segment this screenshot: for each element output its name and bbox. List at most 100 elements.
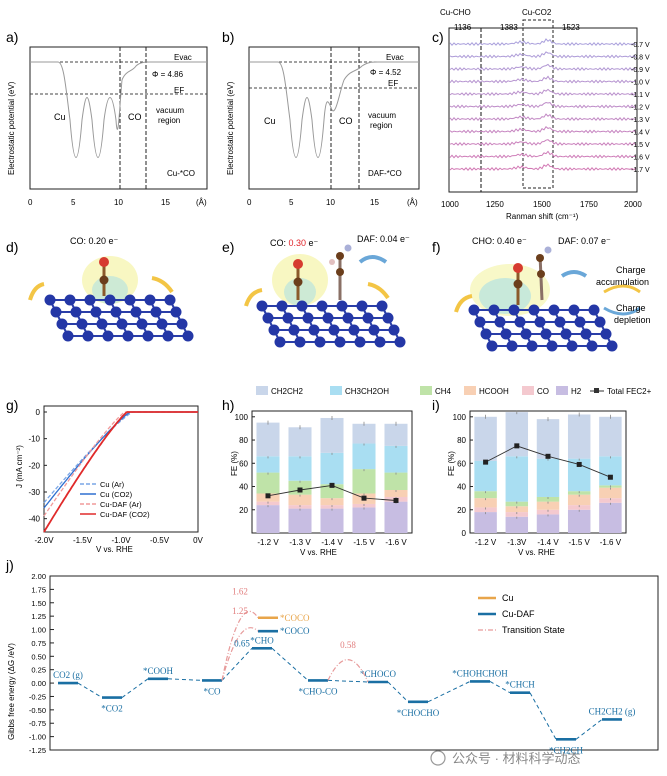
panel-j-ylabel: Gibbs free energy (ΔG /eV) — [7, 643, 16, 740]
panel-i-ytick-1: 20 — [457, 506, 466, 515]
panel-a-vac1: vacuum — [156, 106, 184, 115]
panel-f-transfer-arrow — [560, 270, 588, 278]
panel-a-xunit: (Å) — [196, 198, 207, 207]
fe-legend-swatch-2 — [420, 386, 432, 395]
cu-atom-17 — [328, 324, 340, 336]
panel-i-bar-CH4-0 — [474, 491, 497, 499]
panel-i-bar-CH2CH2-4 — [599, 416, 622, 457]
panel-j-connector-1 — [121, 678, 149, 698]
cu-atom-9 — [90, 306, 102, 318]
panel-i-bar-HCOOH-2 — [536, 501, 560, 510]
panel-h-xtick-3: -1.5 V — [353, 538, 375, 547]
cu-atom-8 — [70, 306, 82, 318]
cu-atom-22 — [294, 336, 306, 348]
raman-spectrum-6 — [449, 113, 637, 121]
panel-j-connector-6 — [387, 681, 409, 703]
panel-h-bar-CH3CH2OH-1 — [288, 456, 312, 481]
raman-potential-1: -0.8 V — [631, 55, 650, 62]
panel-j-ytick-4: 1.00 — [31, 626, 46, 635]
panel-b-cu: Cu — [264, 116, 276, 126]
panel-h-bar-CH3CH2OH-0 — [256, 456, 280, 473]
panel-j-state-label-10: *CH2CH — [549, 745, 584, 755]
panel-b: Electrostatic potential (eV) Evac Φ = 4.… — [226, 46, 420, 207]
panel-f-oxygen-atom — [513, 263, 523, 273]
cu-atom-13 — [382, 312, 394, 324]
panel-g-curves — [43, 411, 198, 533]
panel-e-cu-slab — [256, 300, 406, 348]
panel-c-xtick-1: 1250 — [486, 200, 504, 209]
raman-spectrum-8 — [449, 139, 637, 146]
raman-spectrum-9 — [449, 150, 637, 159]
panel-c-highlight-box — [522, 19, 554, 189]
panel-j-cudaf-coco-label: *COCO — [280, 626, 310, 636]
panel-h-bar-CH4-4 — [384, 472, 408, 491]
panel-label-i: i) — [432, 397, 440, 413]
panel-j-state-label-4: *CHO — [250, 635, 274, 645]
panel-j-connector-9 — [529, 692, 557, 740]
cu-atom-12 — [150, 306, 162, 318]
cu-atom-10 — [322, 312, 334, 324]
panel-h-xtick-1: -1.3 V — [289, 538, 311, 547]
raman-potential-9: -1.6 V — [631, 155, 650, 162]
panel-h-xtick-4: -1.6 V — [385, 538, 407, 547]
panel-j-cu-coco-label: *COCO — [280, 613, 310, 623]
cu-atom-14 — [56, 318, 68, 330]
cu-atom-22 — [506, 340, 518, 352]
watermark-icon — [430, 750, 446, 766]
panel-a-xtick-3: 15 — [161, 198, 170, 207]
panel-f-acc1: Charge — [616, 265, 646, 275]
panel-h-bar-H2-0 — [256, 505, 280, 533]
panel-j-ytick-3: 1.25 — [31, 612, 46, 621]
panel-h-total-marker-2 — [329, 482, 335, 488]
panel-e-depletion-cloud — [284, 278, 316, 306]
panel-a-xtick-2: 10 — [114, 198, 123, 207]
panel-j-state-label-1: *CO2 — [101, 704, 123, 714]
cu-atom-3 — [316, 300, 328, 312]
panel-g-curve-2 — [43, 411, 198, 517]
panel-h-bar-HCOOH-4 — [384, 490, 408, 497]
cu-atom-24 — [546, 340, 558, 352]
fe-legend-swatch-0 — [256, 386, 268, 395]
panel-h-bar-H2-1 — [288, 508, 312, 533]
cu-atom-16 — [96, 318, 108, 330]
panel-i-ytick-4: 80 — [457, 436, 466, 445]
panel-c-peak-1523: 1523 — [562, 23, 580, 32]
panel-j-connector-10 — [575, 719, 603, 740]
panel-f-legend-arrow-yellow — [603, 284, 641, 294]
cu-atom-12 — [362, 312, 374, 324]
panel-i-bar-CH4-2 — [536, 496, 560, 502]
panel-i-ytick-3: 60 — [457, 459, 466, 468]
panel-g-xlabel: V vs. RHE — [96, 545, 133, 554]
raman-potential-3: -1.0 V — [631, 80, 650, 87]
panel-j-ts-curve-chocho — [327, 659, 369, 683]
cu-atom-2 — [296, 300, 308, 312]
cu-atom-18 — [136, 318, 148, 330]
panel-i-bar-H2-2 — [536, 514, 560, 533]
panel-e-label-val: 0.30 — [289, 238, 307, 248]
panel-h-bar-CH3CH2OH-4 — [384, 445, 408, 473]
panel-i-bar-H2-4 — [599, 502, 622, 533]
fe-legend-swatch-4 — [522, 386, 534, 395]
panel-g-ytick-4: -40 — [28, 515, 40, 524]
cu-atom-19 — [368, 324, 380, 336]
panel-i-bar-HCOOH-0 — [474, 498, 497, 508]
panel-j-ytick-13: -1.25 — [29, 746, 46, 755]
panel-i-bar-CO-0 — [474, 507, 497, 513]
raman-potential-5: -1.2 V — [631, 105, 650, 112]
panel-j-connector-3 — [221, 647, 253, 681]
panel-a-potential-curve — [30, 61, 207, 158]
cu-atom-10 — [110, 306, 122, 318]
cu-atom-6 — [376, 300, 388, 312]
panel-a: Electrostatic potential (eV) Evac Φ = 4.… — [7, 46, 208, 207]
panel-f-acc2: accumulation — [596, 277, 649, 287]
cu-atom-13 — [170, 306, 182, 318]
cu-atom-16 — [520, 328, 532, 340]
panel-f-legend-arrow-blue — [603, 306, 641, 316]
panel-g-xtick-2: -1.0V — [111, 536, 131, 545]
panel-i-bar-CH2CH2-2 — [536, 419, 560, 459]
panel-h-bar-HCOOH-1 — [288, 494, 312, 506]
panel-i-ytick-2: 40 — [457, 483, 466, 492]
panel-j-state-label-8: *CHOHCHOH — [452, 668, 508, 678]
panel-g-xtick-1: -1.5V — [73, 536, 93, 545]
panel-h-bar-CH2CH2-3 — [352, 423, 376, 444]
